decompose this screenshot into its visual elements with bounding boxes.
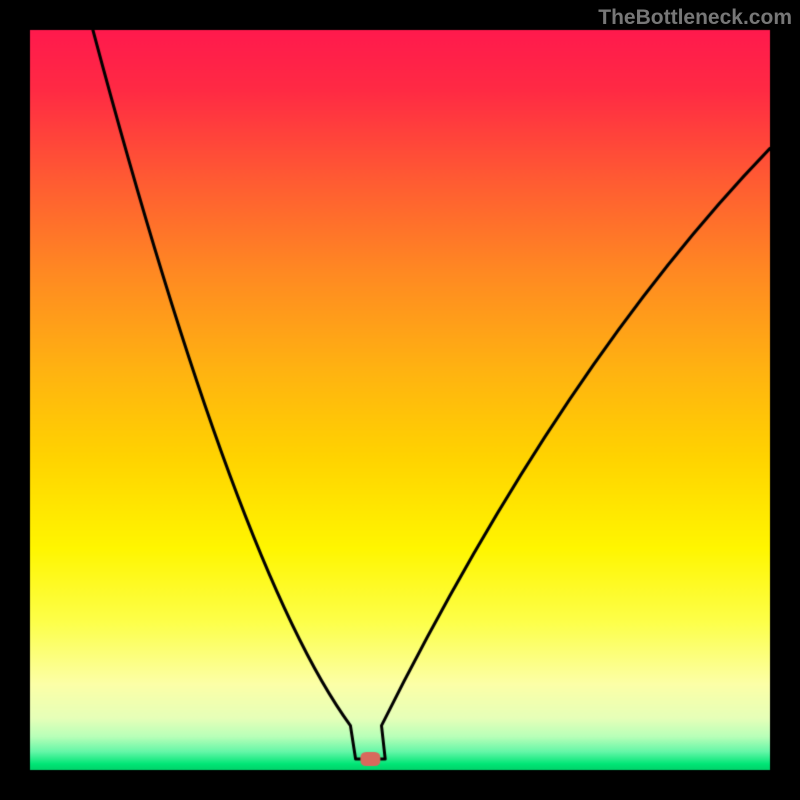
bottleneck-chart-canvas — [0, 0, 800, 800]
chart-container: TheBottleneck.com — [0, 0, 800, 800]
watermark-text: TheBottleneck.com — [598, 6, 792, 30]
